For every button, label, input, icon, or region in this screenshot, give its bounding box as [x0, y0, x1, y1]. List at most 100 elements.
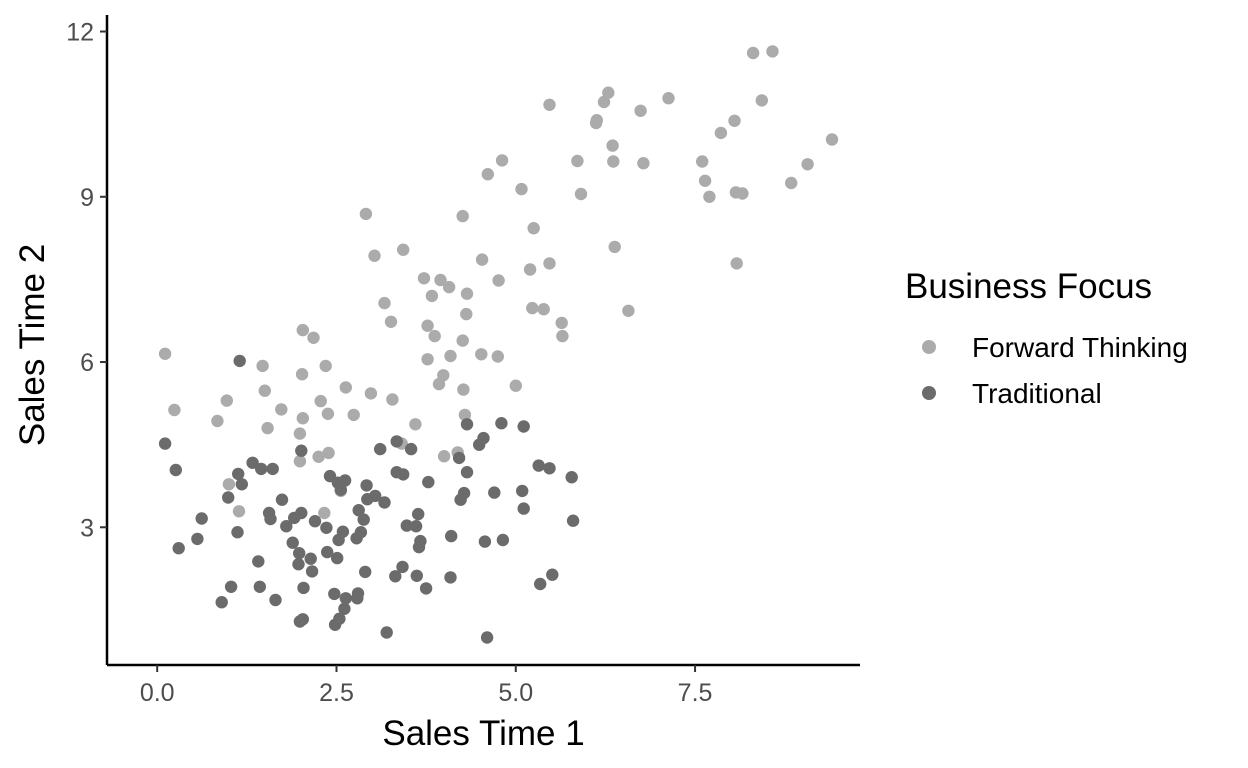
- data-point-traditional: [390, 435, 403, 448]
- data-point-forward-thinking: [296, 323, 309, 337]
- data-point-forward-thinking: [460, 307, 473, 321]
- data-point-forward-thinking: [296, 412, 309, 425]
- data-point-traditional: [339, 592, 352, 605]
- data-point-forward-thinking: [293, 427, 307, 440]
- data-point-traditional: [320, 521, 333, 534]
- data-point-traditional: [235, 478, 248, 491]
- data-point-traditional: [321, 545, 334, 559]
- data-point-traditional: [338, 602, 351, 615]
- data-point-traditional: [566, 514, 580, 527]
- data-point-traditional: [334, 483, 347, 496]
- data-point-forward-thinking: [571, 154, 584, 168]
- data-point-forward-thinking: [703, 190, 716, 203]
- data-point-traditional: [275, 493, 289, 506]
- data-point-forward-thinking: [495, 154, 509, 167]
- data-point-forward-thinking: [475, 253, 489, 266]
- data-point-forward-thinking: [456, 334, 469, 347]
- y-tick-label: 6: [80, 349, 94, 377]
- data-point-forward-thinking: [460, 287, 474, 300]
- data-point-forward-thinking: [457, 383, 470, 396]
- data-point-forward-thinking: [475, 348, 488, 361]
- data-point-traditional: [296, 613, 309, 626]
- data-point-forward-thinking: [543, 98, 556, 112]
- data-point-traditional: [480, 631, 494, 644]
- data-point-traditional: [397, 468, 410, 481]
- data-point-traditional: [253, 580, 266, 593]
- data-point-forward-thinking: [222, 478, 236, 491]
- y-tick-label: 3: [80, 514, 94, 542]
- data-point-forward-thinking: [755, 94, 768, 107]
- data-point-traditional: [422, 475, 435, 489]
- data-point-forward-thinking: [321, 407, 335, 420]
- data-point-traditional: [419, 582, 433, 595]
- data-point-forward-thinking: [444, 349, 457, 363]
- data-point-traditional: [351, 587, 365, 600]
- data-point-traditional: [304, 552, 317, 565]
- x-tick-label: 2.5: [319, 679, 354, 707]
- data-point-forward-thinking: [728, 114, 741, 128]
- data-point-traditional: [352, 504, 365, 517]
- data-point-traditional: [400, 519, 413, 532]
- data-point-traditional: [460, 418, 474, 431]
- data-point-traditional: [409, 520, 423, 533]
- data-point-traditional: [292, 558, 305, 571]
- x-tick-label: 0.0: [140, 679, 175, 707]
- data-point-forward-thinking: [608, 240, 621, 254]
- y-axis-title: Sales Time 2: [13, 244, 52, 446]
- data-point-traditional: [517, 420, 530, 433]
- x-tick-label: 7.5: [678, 679, 713, 707]
- data-point-forward-thinking: [637, 157, 650, 170]
- data-point-forward-thinking: [397, 243, 410, 256]
- data-point-traditional: [172, 542, 185, 555]
- data-point-traditional: [158, 437, 172, 450]
- data-point-forward-thinking: [232, 505, 246, 518]
- data-point-forward-thinking: [736, 187, 749, 200]
- data-point-forward-thinking: [492, 274, 505, 287]
- data-point-forward-thinking: [456, 209, 469, 223]
- data-point-forward-thinking: [256, 359, 269, 373]
- legend-label-forward-thinking: Forward Thinking: [972, 332, 1188, 363]
- data-point-forward-thinking: [322, 446, 335, 460]
- data-point-traditional: [410, 569, 423, 582]
- data-point-forward-thinking: [634, 104, 647, 118]
- data-point-traditional: [496, 533, 510, 547]
- data-point-forward-thinking: [211, 414, 224, 428]
- data-point-forward-thinking: [556, 329, 569, 343]
- data-point-forward-thinking: [384, 315, 398, 328]
- data-point-traditional: [389, 570, 402, 583]
- data-point-forward-thinking: [293, 455, 307, 468]
- data-point-forward-thinking: [295, 368, 309, 381]
- data-point-traditional: [546, 568, 559, 581]
- data-point-forward-thinking: [307, 331, 320, 344]
- data-point-forward-thinking: [509, 379, 522, 392]
- data-point-forward-thinking: [597, 95, 611, 109]
- data-point-traditional: [369, 489, 382, 503]
- data-point-forward-thinking: [428, 329, 441, 343]
- data-point-traditional: [444, 571, 457, 584]
- data-point-traditional: [336, 525, 350, 538]
- data-point-traditional: [293, 547, 306, 560]
- data-point-traditional: [328, 587, 341, 601]
- data-point-forward-thinking: [442, 280, 456, 294]
- legend-label-traditional: Traditional: [972, 378, 1102, 409]
- y-tick-label: 9: [80, 184, 94, 212]
- data-point-traditional: [295, 506, 308, 520]
- legend-key-forward-thinking: [922, 340, 936, 354]
- data-point-forward-thinking: [258, 384, 271, 397]
- data-point-traditional: [517, 502, 530, 515]
- data-point-traditional: [252, 555, 265, 568]
- data-point-forward-thinking: [347, 408, 360, 422]
- data-point-traditional: [565, 471, 578, 484]
- data-point-traditional: [354, 526, 368, 539]
- data-point-forward-thinking: [421, 353, 434, 366]
- data-point-forward-thinking: [622, 304, 635, 317]
- data-point-traditional: [516, 484, 529, 498]
- data-point-forward-thinking: [602, 86, 615, 99]
- data-point-traditional: [295, 444, 308, 457]
- data-point-forward-thinking: [766, 45, 779, 58]
- data-point-forward-thinking: [825, 133, 839, 146]
- data-point-traditional: [378, 496, 391, 509]
- data-point-traditional: [231, 526, 244, 539]
- data-point-forward-thinking: [434, 273, 447, 287]
- data-point-forward-thinking: [696, 155, 709, 168]
